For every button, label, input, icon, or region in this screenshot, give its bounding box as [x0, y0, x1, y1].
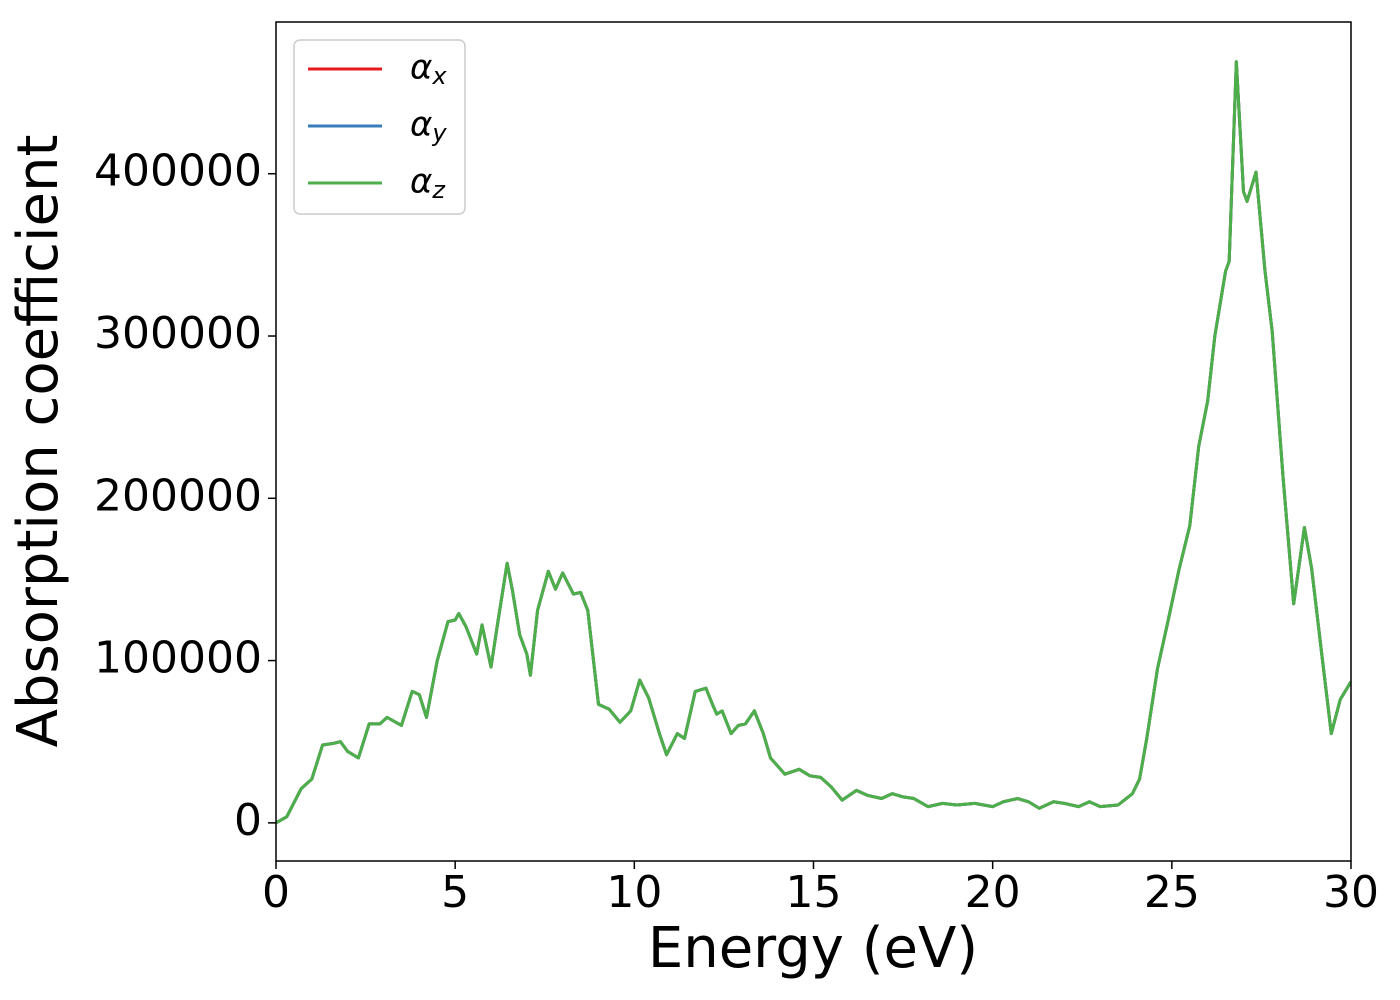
- legend-label: αy: [410, 105, 447, 148]
- y-tick-label: 100000: [94, 633, 262, 684]
- y-axis-label: Absorption coefficient: [6, 135, 71, 748]
- legend-label: αx: [410, 48, 447, 91]
- y-tick-label: 0: [234, 795, 262, 846]
- y-tick-label: 300000: [94, 308, 262, 359]
- x-tick-label: 25: [1144, 867, 1200, 918]
- x-tick-label: 30: [1323, 867, 1379, 918]
- series-line: [276, 60, 1351, 825]
- x-tick-label: 15: [786, 867, 842, 918]
- x-tick-label: 20: [965, 867, 1021, 918]
- x-tick-label: 10: [606, 867, 662, 918]
- x-tick-label: 5: [441, 867, 469, 918]
- y-tick-label: 200000: [94, 470, 262, 521]
- y-tick-label: 400000: [94, 146, 262, 197]
- x-tick-label: 0: [262, 867, 290, 918]
- x-axis-label: Energy (eV): [648, 916, 978, 981]
- plot-frame: [275, 21, 1352, 862]
